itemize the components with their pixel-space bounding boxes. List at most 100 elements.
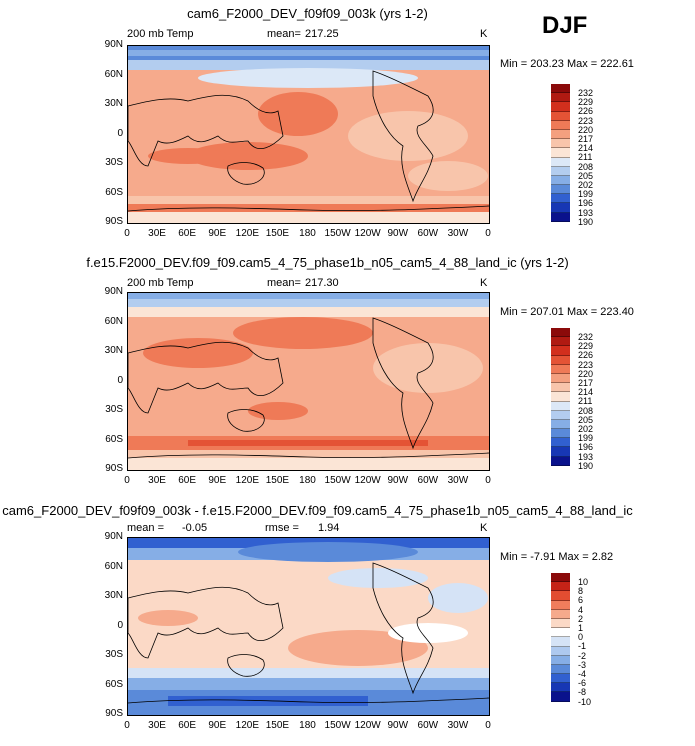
colorbar-label: 208 bbox=[578, 161, 594, 172]
x-tick-label: 60E bbox=[178, 475, 197, 486]
colorbar-label: 190 bbox=[578, 460, 594, 471]
colorbar-label: 196 bbox=[578, 198, 594, 209]
colorbar-label: 223 bbox=[578, 115, 594, 126]
colorbar-label: 2 bbox=[578, 613, 584, 624]
colorbar-label: 232 bbox=[578, 332, 594, 342]
panel-1-units: K bbox=[480, 28, 488, 40]
colorbar-label: 220 bbox=[578, 124, 594, 135]
panel-3-units: K bbox=[480, 522, 488, 534]
colorbar-swatch bbox=[551, 591, 570, 601]
x-tick-label: 0 bbox=[485, 228, 491, 239]
colorbar-swatch bbox=[551, 212, 570, 222]
panel-1-mean-label: mean= bbox=[267, 28, 301, 40]
y-tick-label: 90N bbox=[104, 39, 123, 50]
colorbar-label: 8 bbox=[578, 586, 584, 597]
colorbar-swatch bbox=[551, 373, 570, 384]
x-tick-label: 30E bbox=[148, 475, 166, 486]
panel-1-title: cam6_F2000_DEV_f09f09_003k (yrs 1-2) bbox=[187, 6, 428, 21]
colorbar-swatch bbox=[551, 429, 570, 439]
colorbar-label: -2 bbox=[578, 650, 587, 661]
colorbar-label: 10 bbox=[578, 577, 589, 587]
panel-2-min-max: Min = 207.01 Max = 223.40 bbox=[500, 306, 634, 318]
colorbar-swatch bbox=[551, 346, 570, 356]
colorbar-label: 226 bbox=[578, 106, 594, 117]
colorbar-swatch bbox=[551, 655, 570, 665]
colorbar-swatch bbox=[551, 637, 570, 647]
y-tick-label: 60S bbox=[105, 433, 123, 445]
y-tick-label: 0 bbox=[117, 619, 123, 631]
colorbar-swatch bbox=[551, 582, 570, 592]
colorbar-swatch bbox=[551, 139, 570, 149]
panel-2-colorbar bbox=[551, 328, 570, 466]
panel-3-field bbox=[128, 538, 489, 715]
colorbar-swatch bbox=[551, 401, 570, 411]
colorbar-label: 199 bbox=[578, 189, 594, 200]
x-tick-label: 120E bbox=[235, 720, 259, 731]
colorbar-label: -10 bbox=[578, 696, 592, 707]
colorbar-swatch bbox=[551, 410, 570, 420]
x-tick-label: 90E bbox=[208, 720, 227, 731]
x-tick-label: 0 bbox=[124, 228, 130, 239]
colorbar-swatch bbox=[551, 355, 570, 365]
panel-2-mean-label: mean= bbox=[267, 277, 301, 289]
x-tick-label: 90E bbox=[208, 475, 227, 486]
colorbar-label: 199 bbox=[578, 433, 594, 444]
y-tick-label: 90S bbox=[105, 463, 123, 474]
x-tick-label: 90W bbox=[387, 228, 409, 239]
colorbar-label: 220 bbox=[578, 368, 594, 379]
panel-1-mean-value: 217.25 bbox=[305, 28, 339, 40]
colorbar-label: 202 bbox=[578, 424, 594, 434]
colorbar-swatch bbox=[551, 111, 570, 121]
y-tick-label: 30S bbox=[105, 157, 123, 168]
panel-3-colorbar bbox=[551, 573, 570, 702]
y-tick-label: 30N bbox=[104, 345, 123, 356]
colorbar-label: -3 bbox=[578, 659, 587, 670]
colorbar-label: -8 bbox=[578, 687, 587, 698]
colorbar-swatch bbox=[551, 447, 570, 457]
x-tick-label: 150E bbox=[265, 475, 290, 486]
colorbar-swatch bbox=[551, 419, 570, 430]
y-tick-label: 30S bbox=[105, 649, 123, 660]
colorbar-label: 217 bbox=[578, 134, 594, 144]
x-tick-label: 90E bbox=[208, 228, 227, 239]
panel-1-map bbox=[127, 45, 490, 224]
colorbar-label: -1 bbox=[578, 641, 587, 652]
x-tick-label: 30E bbox=[148, 228, 166, 239]
colorbar-swatch bbox=[551, 203, 570, 213]
colorbar-swatch bbox=[551, 600, 570, 610]
panel-1-colorbar bbox=[551, 84, 570, 222]
x-tick-label: 180 bbox=[299, 228, 316, 239]
panel-3-mean-label: mean = bbox=[127, 522, 164, 534]
colorbar-swatch bbox=[551, 664, 570, 675]
y-tick-label: 60S bbox=[105, 186, 123, 198]
colorbar-swatch bbox=[551, 573, 570, 583]
colorbar-swatch bbox=[551, 120, 570, 130]
colorbar-label: 211 bbox=[578, 152, 593, 163]
colorbar-swatch bbox=[551, 609, 570, 619]
colorbar-label: 0 bbox=[578, 632, 584, 643]
colorbar-label: 190 bbox=[578, 216, 594, 227]
colorbar-swatch bbox=[551, 93, 570, 103]
y-tick-label: 60N bbox=[104, 560, 123, 572]
colorbar-label: 211 bbox=[578, 396, 593, 407]
colorbar-label: 229 bbox=[578, 97, 594, 108]
y-tick-label: 30S bbox=[105, 404, 123, 415]
colorbar-label: 6 bbox=[578, 595, 584, 606]
colorbar-swatch bbox=[551, 692, 570, 702]
x-tick-label: 30W bbox=[447, 475, 469, 486]
x-tick-label: 30E bbox=[148, 720, 166, 731]
x-tick-label: 30W bbox=[447, 720, 469, 731]
x-tick-label: 180 bbox=[299, 475, 316, 486]
colorbar-swatch bbox=[551, 646, 570, 656]
y-tick-label: 60N bbox=[104, 315, 123, 327]
y-tick-label: 60N bbox=[104, 68, 123, 80]
x-tick-label: 120E bbox=[235, 475, 259, 486]
panel-3-min-max: Min = -7.91 Max = 2.82 bbox=[500, 551, 614, 563]
panel-2-map bbox=[127, 292, 490, 471]
colorbar-label: 205 bbox=[578, 170, 594, 181]
y-tick-label: 90S bbox=[105, 216, 123, 227]
x-tick-label: 0 bbox=[485, 475, 491, 486]
x-tick-label: 180 bbox=[299, 720, 316, 731]
x-tick-label: 150E bbox=[265, 720, 290, 731]
colorbar-label: 202 bbox=[578, 180, 594, 190]
